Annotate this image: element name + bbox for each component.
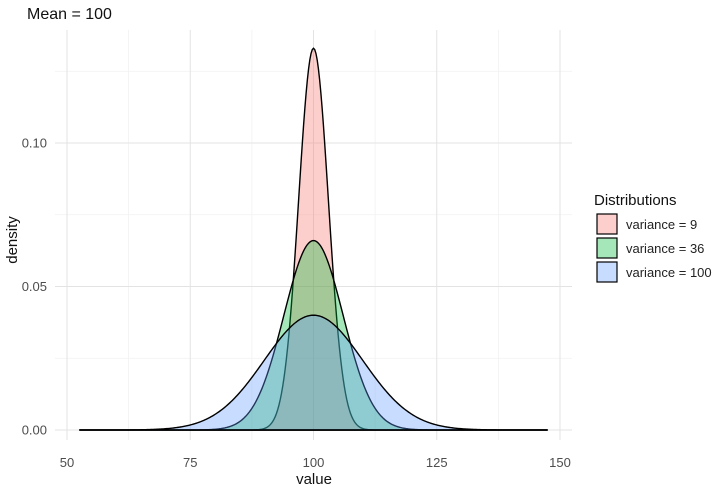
legend-swatch	[596, 237, 618, 259]
legend-label: variance = 9	[626, 217, 697, 232]
y-tick-labels: 0.00 0.05 0.10	[22, 136, 47, 438]
x-axis-title: value	[296, 471, 332, 488]
density-area	[79, 314, 548, 431]
legend-label: variance = 36	[626, 241, 704, 256]
x-tick-label: 125	[426, 455, 448, 470]
x-tick-label: 50	[60, 455, 74, 470]
legend-title: Distributions	[594, 192, 677, 209]
y-tick-label: 0.05	[22, 279, 47, 294]
legend: Distributions variance = 9 variance = 36 v…	[594, 192, 712, 283]
x-tick-label: 150	[549, 455, 571, 470]
legend-swatch	[596, 261, 618, 283]
y-tick-label: 0.10	[22, 136, 47, 151]
x-tick-label: 100	[303, 455, 325, 470]
y-axis-title: density	[4, 216, 21, 264]
x-tick-labels: 50 75 100 125 150	[60, 455, 571, 470]
legend-label: variance = 100	[626, 265, 712, 280]
chart-title: Mean = 100	[27, 6, 112, 23]
legend-swatch	[596, 213, 618, 235]
y-tick-label: 0.00	[22, 423, 47, 438]
density-areas	[79, 47, 548, 431]
x-tick-label: 75	[183, 455, 197, 470]
